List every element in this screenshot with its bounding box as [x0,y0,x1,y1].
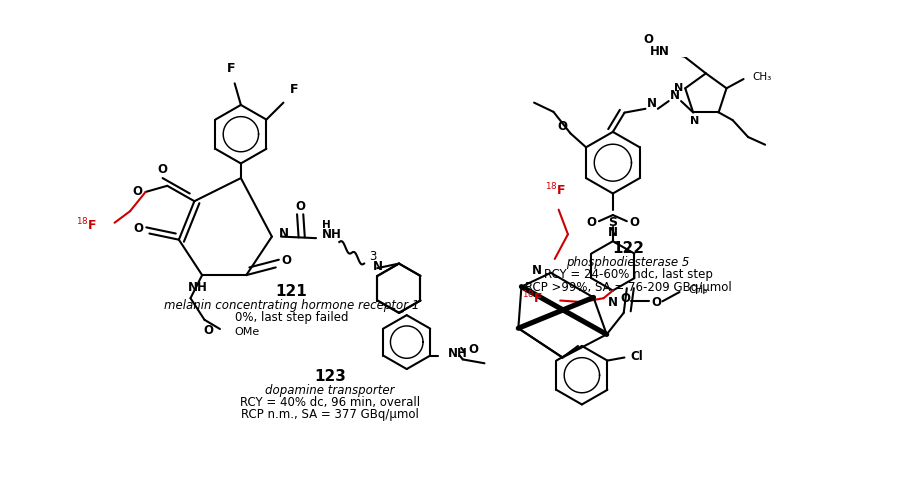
Text: O: O [619,291,629,304]
Text: S: S [608,215,617,228]
Text: H: H [321,220,330,230]
Text: 0%, last step failed: 0%, last step failed [235,311,348,324]
Text: phosphodiesterase 5: phosphodiesterase 5 [565,256,689,269]
Text: 123: 123 [314,368,346,383]
Text: NH: NH [321,227,341,241]
Text: RCY = 24-60% ndc, last step: RCY = 24-60% ndc, last step [543,268,712,281]
Text: $^{18}$F: $^{18}$F [545,182,565,198]
Text: O: O [468,343,478,355]
Text: $^{18}$F: $^{18}$F [77,216,98,233]
Text: CH₃: CH₃ [752,72,771,82]
Text: 3: 3 [368,250,376,263]
Text: N: N [646,97,656,110]
Text: RCY = 40% dc, 96 min, overall: RCY = 40% dc, 96 min, overall [240,395,420,408]
Text: RCP >99%, SA = 76-209 GBq/μmol: RCP >99%, SA = 76-209 GBq/μmol [524,280,731,293]
Text: O: O [295,199,305,212]
Text: O: O [203,323,213,336]
Text: F: F [227,62,236,75]
Text: CH₃: CH₃ [688,285,707,294]
Text: O: O [650,295,660,308]
Text: O: O [585,215,595,228]
Text: NH: NH [448,346,468,359]
Text: HN: HN [649,45,669,58]
Text: $^{18}$F: $^{18}$F [522,289,543,306]
Text: O: O [133,184,143,197]
Text: RCP n.m., SA = 377 GBq/μmol: RCP n.m., SA = 377 GBq/μmol [241,408,419,421]
Text: N: N [531,264,541,277]
Text: O: O [282,254,292,267]
Text: N: N [669,89,679,102]
Text: N: N [372,259,382,272]
Text: dopamine transporter: dopamine transporter [265,383,395,396]
Text: N: N [674,83,683,92]
Text: O: O [557,120,567,133]
Text: N: N [607,226,617,239]
Text: melanin concentrating hormone receptor 1: melanin concentrating hormone receptor 1 [163,298,419,311]
Text: NH: NH [188,281,208,294]
Text: N: N [607,295,617,308]
Text: N: N [278,227,288,240]
Text: N: N [689,116,699,126]
Text: O: O [157,163,167,176]
Text: 122: 122 [611,241,643,256]
Text: F: F [290,83,298,96]
Text: O: O [643,33,653,46]
Text: OMe: OMe [234,326,259,336]
Text: Cl: Cl [630,350,643,363]
Text: O: O [628,215,638,228]
Text: O: O [134,221,144,234]
Text: 121: 121 [275,284,307,299]
